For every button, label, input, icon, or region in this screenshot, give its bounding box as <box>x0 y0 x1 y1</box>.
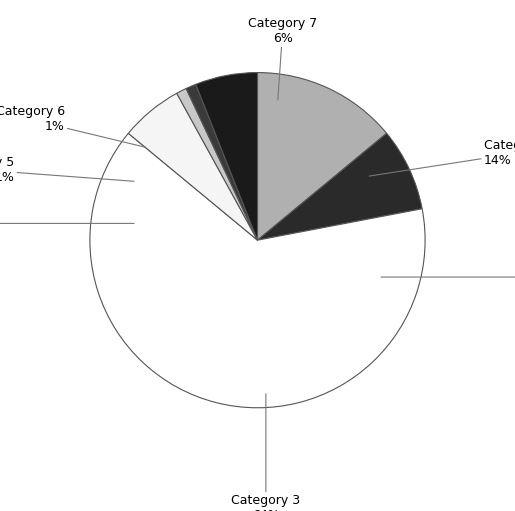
Text: Category 5
1%: Category 5 1% <box>0 156 134 184</box>
Wedge shape <box>258 133 422 240</box>
Text: Category 3
64%: Category 3 64% <box>231 394 300 511</box>
Wedge shape <box>196 73 258 240</box>
Wedge shape <box>258 73 387 240</box>
Text: Category 4
6%: Category 4 6% <box>0 210 134 238</box>
Wedge shape <box>90 133 425 408</box>
Text: Category 1
14%: Category 1 14% <box>369 139 515 176</box>
Text: Category 6
1%: Category 6 1% <box>0 105 146 147</box>
Text: Category 7
6%: Category 7 6% <box>248 17 317 100</box>
Wedge shape <box>177 88 258 240</box>
Wedge shape <box>186 84 258 240</box>
Wedge shape <box>128 94 258 240</box>
Text: Category 2
8%: Category 2 8% <box>381 263 515 291</box>
